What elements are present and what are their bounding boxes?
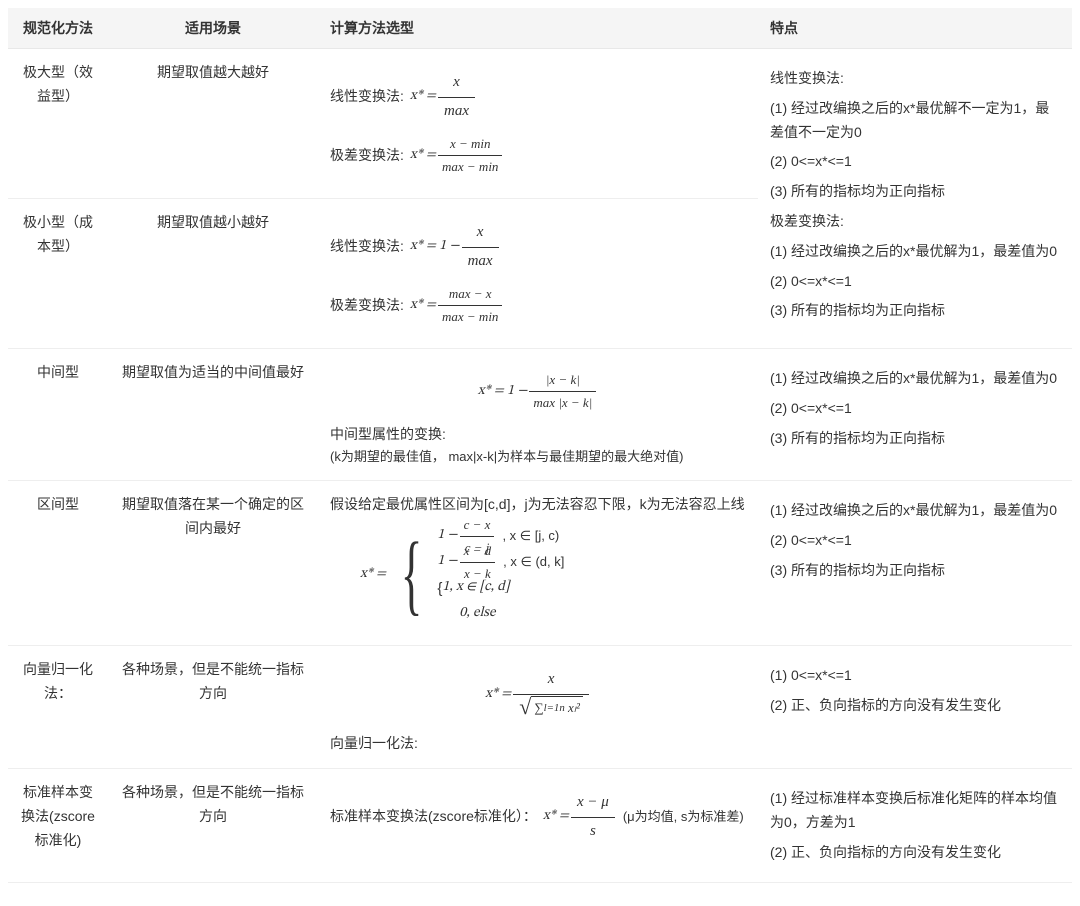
cell-calc: x* = x √ ∑l=1n xₗ² 向量归一化法 [318, 646, 758, 769]
sqrt-icon: √ ∑l=1n xₗ² [519, 696, 583, 719]
cell-scene: 期望取值越小越好 [108, 199, 318, 349]
feature-line: (3) 所有的指标均为正向指标 [770, 427, 1060, 451]
feature-line: (2) 正、负向指标的方向没有发生变化 [770, 694, 1060, 718]
row-mid: 中间型 期望取值为适当的中间值最好 x* = 1 − |x − k| max |… [8, 349, 1072, 481]
feature-line: (1) 经过标准样本变换后标准化矩阵的样本均值为0，方差为1 [770, 787, 1060, 835]
intro: 假设给定最优属性区间为[c,d]，j为无法容忍下限，k为无法容忍上线 [330, 493, 746, 517]
feature-line: (1) 0<=x*<=1 [770, 664, 1060, 688]
cell-method: 极小型（成本型） [8, 199, 108, 349]
formula-lhs: x* = 1 − [410, 235, 460, 259]
formula-lhs: x* = [543, 805, 569, 829]
cell-method: 向量归一化法： [8, 646, 108, 769]
label-vector: 向量归一化法: [330, 732, 746, 756]
feature-line: (3) 所有的指标均为正向指标 [770, 299, 1060, 323]
cell-feature: (1) 经过改编换之后的x*最优解为1，最差值为0 (2) 0<=x*<=1 (… [758, 481, 1072, 646]
formula-lhs: x* = [410, 294, 436, 318]
cell-method: 标准样本变换法(zscore标准化) [8, 769, 108, 883]
cell-feature: (1) 0<=x*<=1 (2) 正、负向指标的方向没有发生变化 [758, 646, 1072, 769]
formula-lhs: x* = [485, 683, 511, 707]
label-range: 极差变换法: [330, 294, 404, 318]
cell-method: 区间型 [8, 481, 108, 646]
normalization-table: 规范化方法 适用场景 计算方法选型 特点 极大型（效益型） 期望取值越大越好 线… [8, 8, 1072, 883]
cell-scene: 各种场景，但是不能统一指标方向 [108, 646, 318, 769]
row-interval: 区间型 期望取值落在某一个确定的区间内最好 假设给定最优属性区间为[c,d]，j… [8, 481, 1072, 646]
header-scene: 适用场景 [108, 8, 318, 49]
fraction: x √ ∑l=1n xₗ² [513, 666, 589, 724]
cell-scene: 期望取值落在某一个确定的区间内最好 [108, 481, 318, 646]
brace-icon: { [401, 530, 423, 620]
cell-calc: x* = 1 − |x − k| max |x − k| 中间型属性的变换: (… [318, 349, 758, 481]
row-max: 极大型（效益型） 期望取值越大越好 线性变换法: x* = x max 极差变换… [8, 49, 1072, 199]
cell-scene: 各种场景，但是不能统一指标方向 [108, 769, 318, 883]
feature-line: (1) 经过改编换之后的x*最优解为1，最差值为0 [770, 240, 1060, 264]
cell-feature: (1) 经过标准样本变换后标准化矩阵的样本均值为0，方差为1 (2) 正、负向指… [758, 769, 1072, 883]
row-zscore: 标准样本变换法(zscore标准化) 各种场景，但是不能统一指标方向 标准样本变… [8, 769, 1072, 883]
fraction: max − x max − min [438, 283, 502, 328]
feature-line: (1) 经过改编换之后的x*最优解为1，最差值为0 [770, 367, 1060, 391]
feature-line: (2) 正、负向指标的方向没有发生变化 [770, 841, 1060, 865]
fraction: x max [438, 69, 475, 125]
cell-method: 中间型 [8, 349, 108, 481]
label-zscore: 标准样本变换法(zscore标准化）： [330, 805, 537, 829]
formula-lhs: x* = [360, 563, 386, 587]
header-calc: 计算方法选型 [318, 8, 758, 49]
feature-line: (1) 经过改编换之后的x*最优解不一定为1，最差值不一定为0 [770, 97, 1060, 145]
header-row: 规范化方法 适用场景 计算方法选型 特点 [8, 8, 1072, 49]
fraction: x max [462, 219, 499, 275]
header-feature: 特点 [758, 8, 1072, 49]
feature-line: (2) 0<=x*<=1 [770, 529, 1060, 553]
cell-calc: 线性变换法: x* = 1 − x max 极差变换法: x* = max − … [318, 199, 758, 349]
feature-line: (3) 所有的指标均为正向指标 [770, 180, 1060, 204]
cell-calc: 假设给定最优属性区间为[c,d]，j为无法容忍下限，k为无法容忍上线 x* = … [318, 481, 758, 646]
feature-title: 极差变换法: [770, 210, 1060, 234]
label-linear: 线性变换法: [330, 85, 404, 109]
row-vector: 向量归一化法： 各种场景，但是不能统一指标方向 x* = x √ ∑l=1n x… [8, 646, 1072, 769]
note: (k为期望的最佳值， max|x-k|为样本与最佳期望的最大绝对值) [330, 446, 746, 468]
label-mid: 中间型属性的变换: [330, 423, 746, 447]
feature-title: 线性变换法: [770, 67, 1060, 91]
feature-line: (2) 0<=x*<=1 [770, 270, 1060, 294]
feature-line: (2) 0<=x*<=1 [770, 397, 1060, 421]
cell-calc: 标准样本变换法(zscore标准化）： x* = x − μ s (μ为均值, … [318, 769, 758, 883]
cell-calc: 线性变换法: x* = x max 极差变换法: x* = x − min ma… [318, 49, 758, 199]
feature-line: (2) 0<=x*<=1 [770, 150, 1060, 174]
label-range: 极差变换法: [330, 144, 404, 168]
feature-line: (3) 所有的指标均为正向指标 [770, 559, 1060, 583]
cell-scene: 期望取值为适当的中间值最好 [108, 349, 318, 481]
formula-lhs: x* = [410, 85, 436, 109]
fraction: x − min max − min [438, 133, 502, 178]
fraction: |x − k| max |x − k| [529, 369, 596, 414]
cell-method: 极大型（效益型） [8, 49, 108, 199]
formula-lhs: x* = [410, 144, 436, 168]
cell-feature: (1) 经过改编换之后的x*最优解为1，最差值为0 (2) 0<=x*<=1 (… [758, 349, 1072, 481]
formula-lhs: x* = 1 − [478, 380, 528, 404]
cell-feature-merged: 线性变换法: (1) 经过改编换之后的x*最优解不一定为1，最差值不一定为0 (… [758, 49, 1072, 349]
label-linear: 线性变换法: [330, 235, 404, 259]
piecewise-formula: x* = { 1 − c − x c − j , x ∈ [j, c) [360, 523, 564, 627]
header-method: 规范化方法 [8, 8, 108, 49]
feature-line: (1) 经过改编换之后的x*最优解为1，最差值为0 [770, 499, 1060, 523]
after-note: (μ为均值, s为标准差) [623, 806, 744, 828]
cell-scene: 期望取值越大越好 [108, 49, 318, 199]
fraction: x − μ s [571, 789, 615, 845]
